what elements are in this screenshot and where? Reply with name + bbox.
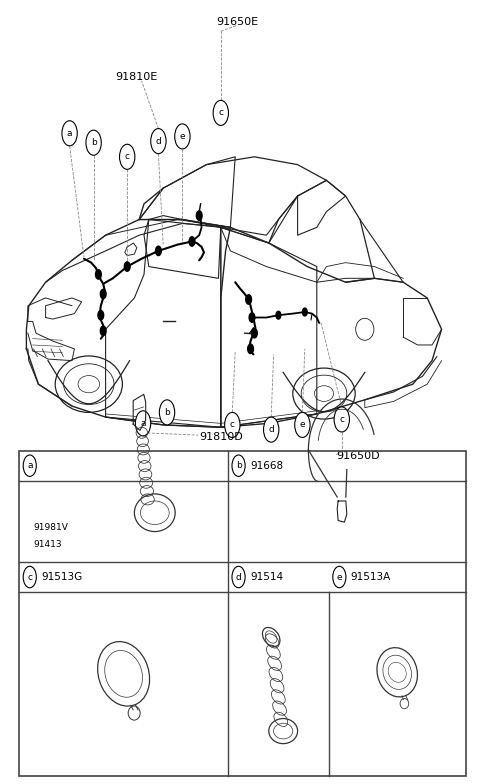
Text: b: b bbox=[236, 461, 241, 470]
Bar bbox=[19, 451, 466, 776]
Circle shape bbox=[151, 129, 166, 154]
Text: c: c bbox=[339, 415, 344, 424]
Circle shape bbox=[189, 237, 195, 246]
Text: e: e bbox=[180, 132, 185, 141]
Text: a: a bbox=[140, 419, 146, 428]
Text: a: a bbox=[27, 461, 33, 470]
Text: 91514: 91514 bbox=[250, 572, 283, 582]
Circle shape bbox=[225, 412, 240, 437]
Circle shape bbox=[334, 407, 349, 432]
Circle shape bbox=[124, 262, 130, 271]
Circle shape bbox=[62, 121, 77, 146]
Text: e: e bbox=[300, 420, 305, 430]
Text: c: c bbox=[230, 420, 235, 430]
Circle shape bbox=[159, 400, 175, 425]
Text: 91981V: 91981V bbox=[34, 523, 69, 532]
Circle shape bbox=[302, 308, 307, 316]
Text: 91810D: 91810D bbox=[199, 432, 243, 441]
Text: c: c bbox=[218, 108, 223, 118]
Circle shape bbox=[100, 289, 106, 299]
Text: a: a bbox=[67, 129, 72, 138]
Text: 91513G: 91513G bbox=[41, 572, 83, 582]
Text: c: c bbox=[27, 572, 32, 582]
Circle shape bbox=[232, 455, 245, 477]
Text: c: c bbox=[125, 152, 130, 162]
Circle shape bbox=[295, 412, 310, 437]
Text: 91668: 91668 bbox=[250, 461, 283, 470]
Circle shape bbox=[246, 295, 252, 304]
Circle shape bbox=[100, 326, 106, 336]
Circle shape bbox=[276, 311, 281, 319]
Circle shape bbox=[248, 344, 253, 354]
Circle shape bbox=[232, 566, 245, 588]
Circle shape bbox=[23, 566, 36, 588]
Text: 91513A: 91513A bbox=[351, 572, 391, 582]
Circle shape bbox=[196, 211, 202, 220]
Text: e: e bbox=[336, 572, 342, 582]
Circle shape bbox=[96, 270, 101, 279]
Circle shape bbox=[156, 246, 161, 256]
Text: b: b bbox=[164, 408, 170, 417]
Circle shape bbox=[252, 328, 257, 338]
Circle shape bbox=[175, 124, 190, 149]
Circle shape bbox=[98, 310, 104, 320]
Circle shape bbox=[86, 130, 101, 155]
Text: 91650E: 91650E bbox=[216, 17, 259, 27]
Circle shape bbox=[120, 144, 135, 169]
Text: 91650D: 91650D bbox=[336, 452, 380, 461]
Text: 91413: 91413 bbox=[34, 540, 62, 550]
Text: d: d bbox=[156, 136, 161, 146]
Text: d: d bbox=[236, 572, 241, 582]
Circle shape bbox=[135, 411, 151, 436]
Text: b: b bbox=[91, 138, 96, 147]
Circle shape bbox=[213, 100, 228, 125]
Text: d: d bbox=[268, 425, 274, 434]
Text: 91810E: 91810E bbox=[116, 72, 158, 82]
Circle shape bbox=[23, 455, 36, 477]
Circle shape bbox=[249, 313, 255, 322]
Circle shape bbox=[264, 417, 279, 442]
Circle shape bbox=[333, 566, 346, 588]
